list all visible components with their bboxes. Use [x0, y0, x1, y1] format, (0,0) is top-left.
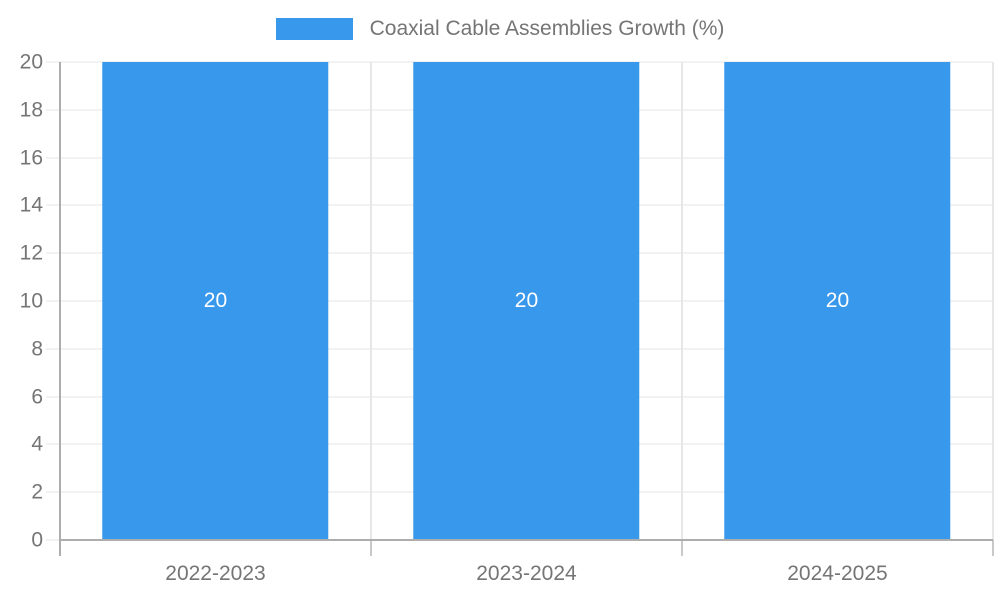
category-gridline: [369, 62, 372, 540]
legend-label: Coaxial Cable Assemblies Growth (%): [369, 17, 725, 40]
x-tick-label: 2024-2025: [787, 562, 888, 585]
bar-slot: 20: [371, 62, 682, 540]
category-tick: [992, 540, 994, 556]
y-tick: [46, 491, 60, 493]
category-gridline: [680, 62, 683, 540]
y-tick-label: 10: [19, 289, 43, 313]
legend-swatch: [275, 18, 353, 40]
y-tick-label: 0: [31, 528, 43, 552]
y-tick: [46, 396, 60, 398]
y-tick: [46, 300, 60, 302]
x-axis-labels: 2022-2023 2023-2024 2024-2025: [60, 540, 993, 590]
bar-slot: 20: [60, 62, 371, 540]
y-tick-label: 18: [19, 98, 43, 122]
bar-slot: 20: [682, 62, 993, 540]
bar-value-label: 20: [203, 289, 228, 312]
y-axis-line: [59, 62, 61, 556]
legend[interactable]: Coaxial Cable Assemblies Growth (%): [0, 18, 1000, 40]
x-axis-line: [60, 539, 993, 541]
y-tick: [46, 204, 60, 206]
y-tick-label: 12: [19, 241, 43, 265]
plot-area: 0 2 4 6 8 10 12 14 16 18 20 20 20 20: [20, 52, 994, 556]
y-tick-label: 4: [31, 432, 43, 456]
y-tick-label: 20: [19, 50, 43, 74]
y-tick-label: 8: [31, 337, 43, 361]
y-tick: [46, 443, 60, 445]
y-tick-label: 6: [31, 385, 43, 409]
category-tick: [680, 540, 683, 556]
y-tick: [46, 61, 60, 63]
bar-2023-2024[interactable]: 20: [413, 62, 640, 540]
y-tick-label: 2: [31, 480, 43, 504]
y-tick-label: 14: [19, 193, 43, 217]
y-tick: [46, 109, 60, 111]
x-tick-label: 2022-2023: [165, 562, 266, 585]
category-gridline: [992, 62, 994, 540]
category-tick: [369, 540, 372, 556]
bar-2022-2023[interactable]: 20: [102, 62, 329, 540]
bar-value-label: 20: [825, 289, 850, 312]
bar-2024-2025[interactable]: 20: [724, 62, 951, 540]
bar-value-label: 20: [514, 289, 539, 312]
y-tick: [46, 252, 60, 254]
y-tick: [46, 348, 60, 350]
y-tick-label: 16: [19, 146, 43, 170]
x-tick-label: 2023-2024: [476, 562, 577, 585]
y-tick: [46, 539, 60, 541]
y-tick: [46, 157, 60, 159]
